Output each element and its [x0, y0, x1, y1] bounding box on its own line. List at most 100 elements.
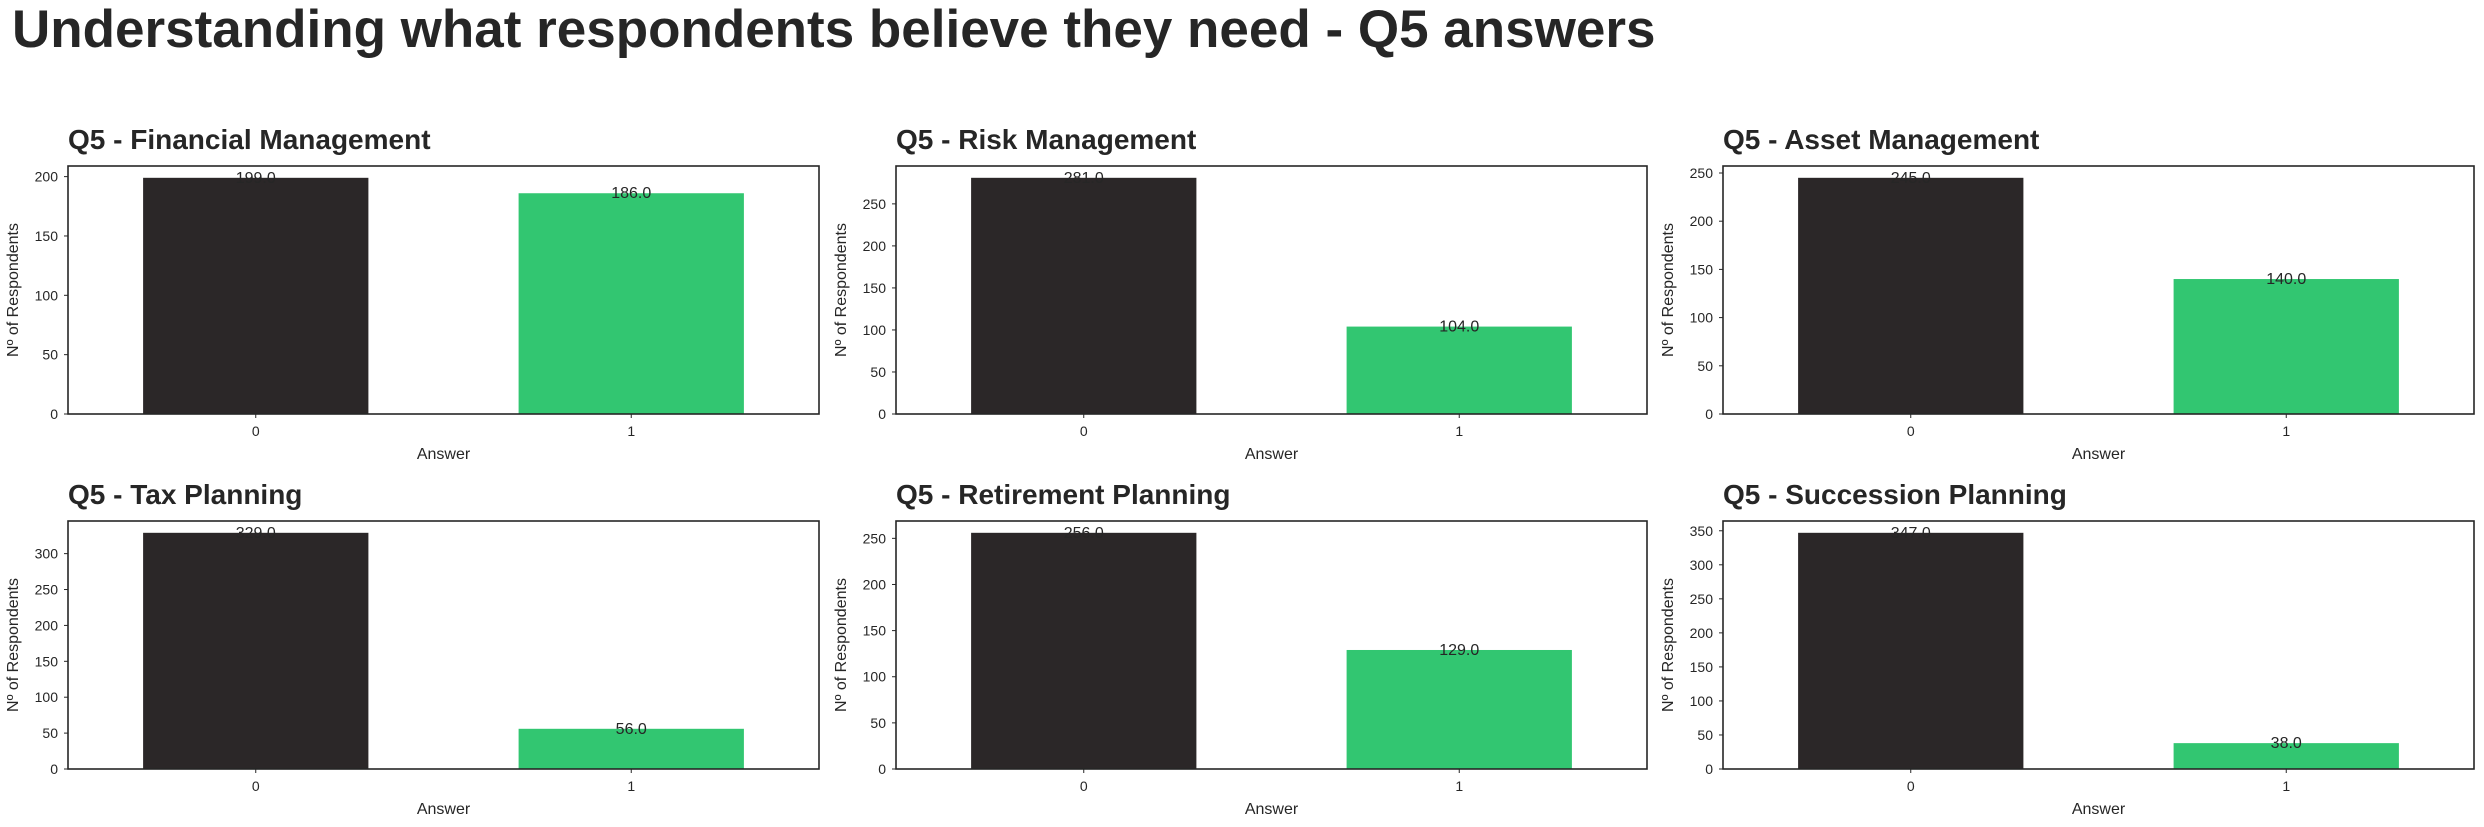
data-label: 104.0: [1439, 319, 1479, 336]
y-tick-label: 100: [35, 287, 59, 303]
y-tick-label: 150: [1690, 261, 1714, 277]
bar: [1798, 177, 2024, 414]
panel-title: Q5 - Financial Management: [68, 124, 431, 155]
bar: [518, 728, 744, 769]
data-label: 245.0: [1891, 170, 1931, 187]
y-tick-label: 100: [35, 689, 59, 705]
y-tick-label: 150: [35, 653, 59, 669]
bar: [1346, 649, 1572, 769]
y-tick-label: 0: [878, 406, 886, 422]
x-tick-label: 1: [627, 778, 635, 794]
y-tick-label: 150: [863, 623, 887, 639]
panel-title: Q5 - Risk Management: [896, 124, 1196, 155]
x-axis-label: Answer: [417, 446, 471, 463]
chart-panel: Q5 - Financial Management 199.0 0 186.0 1 0 50…: [5, 124, 820, 463]
chart-panel: Q5 - Succession Planning 347.0 0 38.0 1 0 50 10…: [1660, 479, 2475, 818]
x-tick-label: 0: [1907, 423, 1915, 439]
y-tick-label: 50: [870, 715, 886, 731]
x-tick-label: 0: [252, 423, 260, 439]
data-label: 256.0: [1064, 525, 1104, 542]
y-tick-label: 350: [1690, 523, 1714, 539]
bar: [2173, 743, 2399, 769]
bar: [971, 532, 1197, 769]
y-tick-label: 0: [50, 761, 58, 777]
x-tick-label: 1: [2282, 423, 2290, 439]
y-tick-label: 300: [35, 546, 59, 562]
y-tick-label: 50: [870, 364, 886, 380]
y-tick-label: 100: [863, 322, 887, 338]
y-tick-label: 0: [1705, 761, 1713, 777]
y-tick-label: 250: [863, 530, 887, 546]
panel-title: Q5 - Succession Planning: [1723, 479, 2067, 510]
x-tick-label: 1: [1455, 778, 1463, 794]
y-tick-label: 300: [1690, 557, 1714, 573]
axes-frame: [895, 165, 1648, 415]
x-tick-label: 0: [1080, 778, 1088, 794]
y-tick-label: 250: [35, 582, 59, 598]
y-tick-label: 50: [42, 347, 58, 363]
x-axis-label: Answer: [2072, 801, 2126, 818]
data-label: 199.0: [236, 170, 276, 187]
x-axis-label: Answer: [417, 801, 471, 818]
y-tick-label: 250: [1690, 165, 1714, 181]
x-tick-label: 0: [252, 778, 260, 794]
data-label: 186.0: [611, 185, 651, 202]
axes-frame: [67, 520, 820, 770]
y-tick-label: 200: [35, 169, 59, 185]
bar: [971, 177, 1197, 414]
y-tick-label: 150: [1690, 659, 1714, 675]
axes-frame: [1722, 520, 2475, 770]
panel-title: Q5 - Retirement Planning: [896, 479, 1231, 510]
axes-frame: [1722, 165, 2475, 415]
y-axis-label: Nº of Respondents: [1660, 223, 1677, 357]
y-tick-label: 200: [1690, 625, 1714, 641]
bar: [518, 193, 744, 414]
y-axis-label: Nº of Respondents: [833, 223, 850, 357]
y-axis-label: Nº of Respondents: [833, 578, 850, 712]
chart-panel: Q5 - Tax Planning 329.0 0 56.0 1 0 50 100 150 200…: [5, 479, 820, 818]
data-label: 347.0: [1891, 525, 1931, 542]
axes-frame: [895, 520, 1648, 770]
figure-title: Understanding what respondents believe t…: [12, 0, 1656, 59]
chart-panel: Q5 - Risk Management 281.0 0 104.0 1 0 50 100 15…: [833, 124, 1648, 463]
x-tick-label: 0: [1907, 778, 1915, 794]
bar: [1798, 532, 2024, 769]
y-tick-label: 150: [863, 280, 887, 296]
chart-panel: Q5 - Asset Management 245.0 0 140.0 1 0 50 100 1…: [1660, 124, 2475, 463]
data-label: 281.0: [1064, 170, 1104, 187]
y-tick-label: 200: [863, 576, 887, 592]
data-label: 140.0: [2266, 271, 2306, 288]
x-axis-label: Answer: [2072, 446, 2126, 463]
bar: [143, 532, 369, 769]
data-label: 56.0: [616, 721, 647, 738]
panel-title: Q5 - Tax Planning: [68, 479, 302, 510]
x-tick-label: 0: [1080, 423, 1088, 439]
data-label: 329.0: [236, 525, 276, 542]
axes-frame: [67, 165, 820, 415]
y-tick-label: 200: [1690, 213, 1714, 229]
chart-panel: Q5 - Retirement Planning 256.0 0 129.0 1 0 50 1…: [833, 479, 1648, 818]
x-tick-label: 1: [1455, 423, 1463, 439]
y-axis-label: Nº of Respondents: [1660, 578, 1677, 712]
y-tick-label: 250: [1690, 591, 1714, 607]
bar: [143, 177, 369, 414]
y-tick-label: 50: [1697, 358, 1713, 374]
y-tick-label: 100: [863, 669, 887, 685]
data-label: 38.0: [2271, 735, 2302, 752]
y-axis-label: Nº of Respondents: [5, 578, 22, 712]
y-tick-label: 0: [1705, 406, 1713, 422]
bar: [2173, 279, 2399, 414]
y-axis-label: Nº of Respondents: [5, 223, 22, 357]
x-axis-label: Answer: [1245, 801, 1299, 818]
x-axis-label: Answer: [1245, 446, 1299, 463]
y-tick-label: 100: [1690, 693, 1714, 709]
x-tick-label: 1: [627, 423, 635, 439]
y-tick-label: 200: [35, 617, 59, 633]
y-tick-label: 150: [35, 228, 59, 244]
bar: [1346, 326, 1572, 414]
y-tick-label: 100: [1690, 310, 1714, 326]
y-tick-label: 0: [878, 761, 886, 777]
y-tick-label: 50: [1697, 727, 1713, 743]
y-tick-label: 250: [863, 196, 887, 212]
